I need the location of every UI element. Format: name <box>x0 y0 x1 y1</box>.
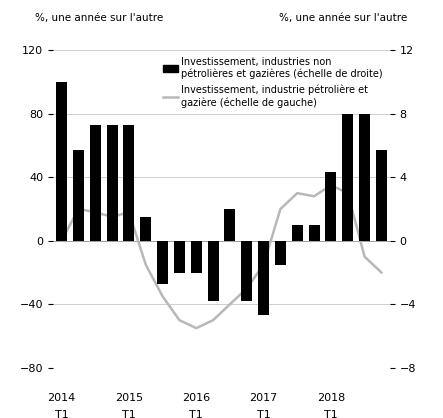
Bar <box>326 173 336 241</box>
Bar <box>208 241 218 301</box>
Bar <box>292 225 303 241</box>
Bar <box>107 125 117 241</box>
Bar <box>359 114 370 241</box>
Bar <box>225 209 235 241</box>
Text: %, une année sur l'autre: %, une année sur l'autre <box>279 13 408 23</box>
Bar <box>157 241 168 284</box>
Bar <box>309 225 319 241</box>
Text: 2017: 2017 <box>249 393 278 403</box>
Text: 2014: 2014 <box>47 393 76 403</box>
Text: 2015: 2015 <box>115 393 143 403</box>
Bar <box>124 125 134 241</box>
Text: T1: T1 <box>189 410 203 418</box>
Bar <box>174 241 185 273</box>
Text: T1: T1 <box>122 410 136 418</box>
Bar <box>73 150 84 241</box>
Bar <box>376 150 387 241</box>
Text: 2016: 2016 <box>182 393 210 403</box>
Text: T1: T1 <box>256 410 271 418</box>
Legend: Investissement, industries non
pétrolières et gazières (échelle de droite), Inve: Investissement, industries non pétrolièr… <box>161 55 385 110</box>
Bar <box>241 241 252 301</box>
Bar <box>140 217 151 241</box>
Text: T1: T1 <box>324 410 338 418</box>
Bar <box>56 82 67 241</box>
Bar <box>275 241 286 265</box>
Bar <box>342 114 353 241</box>
Text: 2018: 2018 <box>317 393 345 403</box>
Bar <box>90 125 101 241</box>
Text: T1: T1 <box>54 410 69 418</box>
Bar <box>191 241 202 273</box>
Bar <box>258 241 269 316</box>
Text: %, une année sur l'autre: %, une année sur l'autre <box>35 13 164 23</box>
